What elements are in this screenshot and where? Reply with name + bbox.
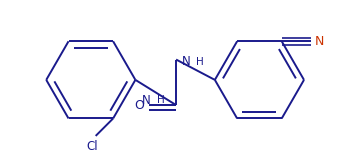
Text: O: O <box>134 99 144 112</box>
Text: H: H <box>157 95 164 105</box>
Text: N: N <box>315 35 324 48</box>
Text: H: H <box>197 57 204 67</box>
Text: N: N <box>182 55 190 68</box>
Text: Cl: Cl <box>86 140 98 153</box>
Text: N: N <box>142 94 151 107</box>
